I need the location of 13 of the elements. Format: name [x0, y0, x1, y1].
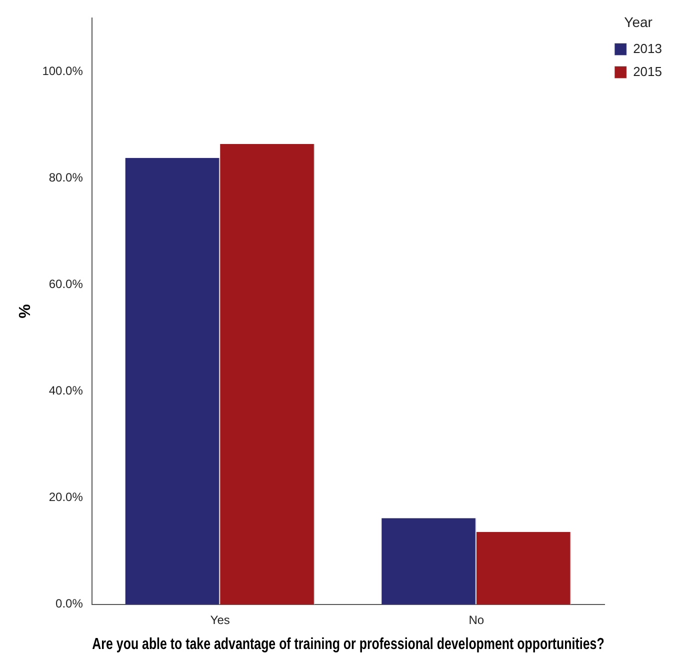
y-tick-label: 20.0% — [48, 490, 84, 504]
legend-title: Year — [624, 14, 653, 30]
x-axis-title: Are you able to take advantage of training or professional development opportunities? — [92, 635, 604, 654]
y-axis-title: % — [17, 304, 34, 318]
y-tick-label: 80.0% — [48, 170, 84, 184]
legend-label: 2013 — [633, 40, 662, 56]
x-tick-label: Yes — [210, 612, 230, 627]
x-tick-label: No — [468, 612, 484, 627]
y-tick-label: 100.0% — [42, 64, 84, 78]
y-tick-label: 0.0% — [56, 596, 84, 611]
y-tick-label: 60.0% — [48, 276, 84, 291]
y-tick-label: 40.0% — [48, 384, 84, 398]
legend-label: 2015 — [633, 64, 662, 79]
